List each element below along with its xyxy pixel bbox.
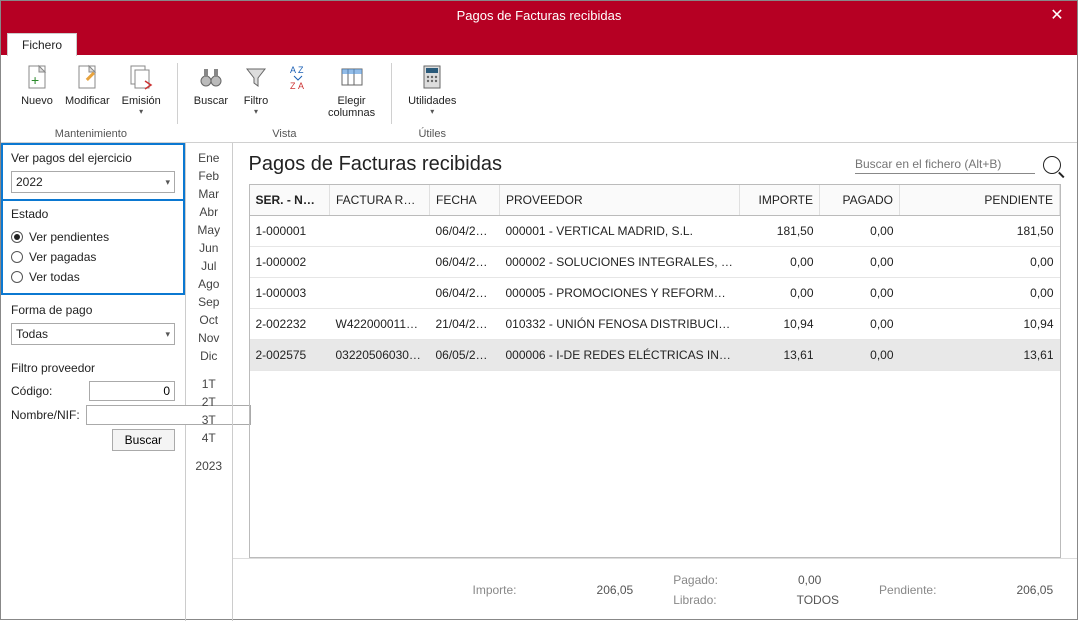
search-icon[interactable]: [1043, 156, 1061, 174]
period-Ene[interactable]: Ene: [186, 149, 232, 167]
table-row[interactable]: 2-002232W42200001167521/04/2022010332 - …: [250, 309, 1060, 340]
svg-text:Z: Z: [298, 65, 304, 75]
columns-icon: [336, 61, 368, 93]
ribbon-group-label: Vista: [272, 128, 296, 142]
ejercicio-title: Ver pagos del ejercicio: [11, 151, 175, 165]
svg-text:A: A: [298, 81, 304, 91]
ejercicio-select[interactable]: 2022: [11, 171, 175, 193]
emit-doc-icon: [125, 61, 157, 93]
calculator-icon: [416, 61, 448, 93]
filtro-button[interactable]: Filtro: [234, 59, 278, 125]
pendiente-label: Pendiente:: [879, 583, 936, 597]
binoculars-icon: [195, 61, 227, 93]
period-column: EneFebMarAbrMayJunJulAgoSepOctNovDic 1T2T…: [186, 143, 233, 621]
data-grid[interactable]: SER. - NÚ…FACTURA RECI…FECHAPROVEEDORIMP…: [249, 184, 1062, 558]
ribbon-tabstrip: Fichero: [1, 29, 1077, 55]
nuevo-button[interactable]: + Nuevo: [15, 59, 59, 125]
col-header[interactable]: PROVEEDOR: [500, 185, 740, 216]
main-panel: Pagos de Facturas recibidas SER. - NÚ…FA…: [233, 143, 1078, 621]
period-Feb[interactable]: Feb: [186, 167, 232, 185]
table-row[interactable]: 1-00000106/04/2022000001 - VERTICAL MADR…: [250, 216, 1060, 247]
codigo-input[interactable]: [89, 381, 175, 401]
estado-title: Estado: [11, 207, 175, 221]
librado-value: TODOS: [797, 593, 839, 607]
columnas-button[interactable]: Elegir columnas: [322, 59, 381, 125]
period-2023[interactable]: 2023: [186, 457, 232, 475]
window-titlebar: Pagos de Facturas recibidas ✕: [1, 1, 1077, 29]
svg-text:Z: Z: [290, 81, 296, 91]
period-Dic[interactable]: Dic: [186, 347, 232, 365]
period-2T[interactable]: 2T: [186, 393, 232, 411]
window-close-button[interactable]: ✕: [1037, 1, 1077, 29]
filtro-buscar-button[interactable]: Buscar: [112, 429, 175, 451]
totals-footer: Importe: 206,05 Pagado: 0,00 Librado: TODOS…: [233, 558, 1078, 621]
radio-icon: [11, 271, 23, 283]
col-header[interactable]: PAGADO: [820, 185, 900, 216]
period-Mar[interactable]: Mar: [186, 185, 232, 203]
pagado-label: Pagado:: [673, 573, 718, 587]
pendiente-value: 206,05: [1016, 583, 1053, 597]
buscar-button[interactable]: Buscar: [188, 59, 234, 125]
ribbon-group-label: Mantenimiento: [55, 128, 127, 142]
period-Ago[interactable]: Ago: [186, 275, 232, 293]
col-header[interactable]: PENDIENTE: [900, 185, 1060, 216]
period-3T[interactable]: 3T: [186, 411, 232, 429]
col-header[interactable]: IMPORTE: [740, 185, 820, 216]
forma-section: Forma de pago Todas: [1, 295, 185, 353]
codigo-label: Código:: [11, 384, 83, 398]
librado-label: Librado:: [673, 593, 716, 607]
tab-fichero[interactable]: Fichero: [7, 33, 77, 56]
emision-button[interactable]: Emisión: [116, 59, 167, 125]
forma-title: Forma de pago: [11, 303, 175, 317]
new-doc-icon: +: [21, 61, 53, 93]
filter-sidepanel: Ver pagos del ejercicio 2022 Estado Ver …: [1, 143, 186, 621]
ribbon-group-label: Útiles: [418, 128, 446, 142]
filtro-prov-section: Filtro proveedor Código: Nombre/NIF: Bus…: [1, 353, 185, 459]
table-row[interactable]: 2-0025750322050603013…06/05/2022000006 -…: [250, 340, 1060, 371]
forma-select[interactable]: Todas: [11, 323, 175, 345]
filtro-title: Filtro proveedor: [11, 361, 175, 375]
sort-az-icon: AZZA: [284, 61, 316, 93]
importe-value: 206,05: [597, 583, 634, 597]
ribbon-group-vista: Buscar Filtro AZZA Elegir columnas Vista: [182, 59, 387, 142]
col-header[interactable]: FECHA: [430, 185, 500, 216]
period-1T[interactable]: 1T: [186, 375, 232, 393]
utilidades-button[interactable]: Utilidades: [402, 59, 462, 125]
ribbon-group-mantenimiento: + Nuevo Modificar Emisión Mantenimiento: [9, 59, 173, 142]
svg-text:+: +: [31, 72, 39, 88]
period-Oct[interactable]: Oct: [186, 311, 232, 329]
period-Nov[interactable]: Nov: [186, 329, 232, 347]
svg-text:A: A: [290, 65, 296, 75]
period-May[interactable]: May: [186, 221, 232, 239]
period-Jun[interactable]: Jun: [186, 239, 232, 257]
table-row[interactable]: 1-00000206/04/2022000002 - SOLUCIONES IN…: [250, 247, 1060, 278]
estado-section: Estado Ver pendientes Ver pagadas Ver to…: [1, 201, 185, 295]
period-Sep[interactable]: Sep: [186, 293, 232, 311]
col-header[interactable]: FACTURA RECI…: [330, 185, 430, 216]
pagado-value: 0,00: [798, 573, 821, 587]
table-row[interactable]: 1-00000306/04/2022000005 - PROMOCIONES Y…: [250, 278, 1060, 309]
modificar-button[interactable]: Modificar: [59, 59, 116, 125]
ribbon: + Nuevo Modificar Emisión Mantenimiento …: [1, 55, 1077, 143]
radio-icon: [11, 231, 23, 243]
period-Jul[interactable]: Jul: [186, 257, 232, 275]
ribbon-group-utiles: Utilidades Útiles: [396, 59, 468, 142]
estado-todas-radio[interactable]: Ver todas: [11, 267, 175, 287]
radio-icon: [11, 251, 23, 263]
sort-button[interactable]: AZZA: [278, 59, 322, 125]
estado-pagadas-radio[interactable]: Ver pagadas: [11, 247, 175, 267]
edit-doc-icon: [71, 61, 103, 93]
window-title: Pagos de Facturas recibidas: [457, 8, 622, 23]
nombre-label: Nombre/NIF:: [11, 408, 80, 422]
funnel-icon: [240, 61, 272, 93]
period-4T[interactable]: 4T: [186, 429, 232, 447]
page-title: Pagos de Facturas recibidas: [249, 153, 502, 176]
estado-pendientes-radio[interactable]: Ver pendientes: [11, 227, 175, 247]
search-input[interactable]: [855, 155, 1035, 174]
importe-label: Importe:: [473, 583, 517, 597]
ejercicio-section: Ver pagos del ejercicio 2022: [1, 143, 185, 201]
col-header[interactable]: SER. - NÚ…: [250, 185, 330, 216]
period-Abr[interactable]: Abr: [186, 203, 232, 221]
